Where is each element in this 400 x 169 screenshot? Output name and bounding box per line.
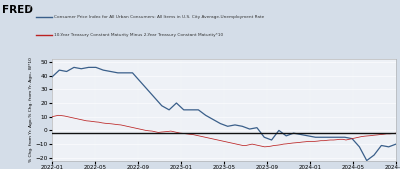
- Text: ↗: ↗: [26, 5, 32, 11]
- Text: Consumer Price Index for All Urban Consumers: All Items in U.S. City Average-Une: Consumer Price Index for All Urban Consu…: [54, 15, 264, 19]
- Y-axis label: % Chg. from Yr. Ago-% Chg. from Yr. Ago., W*10: % Chg. from Yr. Ago-% Chg. from Yr. Ago.…: [29, 57, 33, 162]
- Text: FRED: FRED: [2, 5, 33, 15]
- Text: 10-Year Treasury Constant Maturity Minus 2-Year Treasury Constant Maturity*10: 10-Year Treasury Constant Maturity Minus…: [54, 33, 223, 38]
